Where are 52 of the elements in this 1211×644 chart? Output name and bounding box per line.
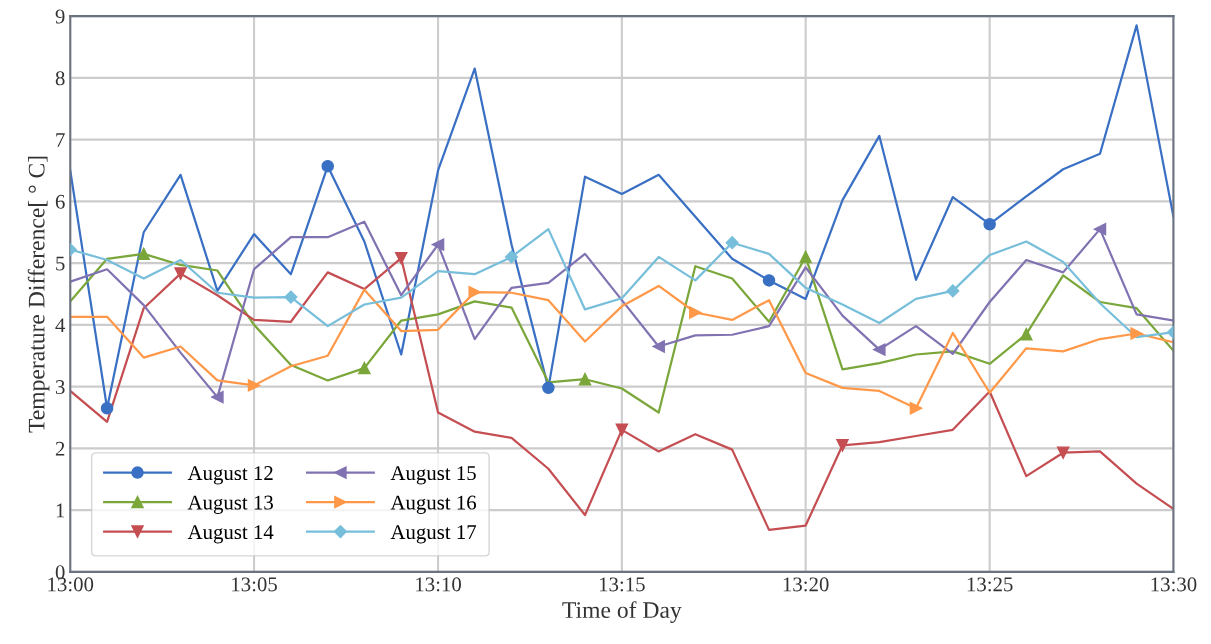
y-tick-label: 7: [56, 133, 65, 147]
point: [358, 361, 371, 375]
y-tick-label: 3: [55, 380, 65, 395]
point: [394, 251, 408, 265]
point: [725, 236, 739, 250]
y-tick-label: 2: [55, 441, 65, 456]
point: [137, 247, 150, 261]
point: [100, 401, 114, 415]
point: [836, 439, 849, 452]
x-tick-label: 13:10: [416, 577, 461, 592]
legend-label: August 12: [187, 466, 273, 485]
point: [211, 390, 224, 404]
point: [1093, 222, 1107, 236]
y-tick-label: 4: [55, 318, 66, 333]
point: [542, 381, 555, 395]
legend-label: August 16: [390, 495, 477, 514]
point: [247, 379, 261, 392]
point: [174, 267, 187, 280]
x-tick-label: 13:15: [599, 577, 645, 592]
y-axis-title: Temperature Difference[ ° C]: [27, 156, 50, 433]
y-tick-label: 5: [56, 256, 65, 271]
point: [1130, 327, 1143, 340]
point: [652, 340, 665, 353]
x-tick-label: 13:05: [232, 577, 277, 592]
point: [909, 401, 923, 415]
legend-label: August 13: [187, 495, 273, 514]
point: [689, 306, 702, 319]
point: [762, 274, 776, 287]
legend-label: August 15: [390, 466, 476, 485]
y-tick-label: 8: [55, 71, 65, 86]
point: [873, 343, 886, 356]
point: [468, 285, 481, 299]
legend-label: August 14: [187, 525, 274, 544]
point: [946, 284, 960, 298]
point: [504, 250, 519, 264]
point: [983, 217, 996, 231]
x-tick-label: 13:30: [1151, 577, 1197, 592]
point: [1020, 327, 1033, 341]
point: [321, 159, 334, 173]
x-tick-label: 13:25: [967, 577, 1013, 592]
legend-label: August 17: [390, 525, 477, 544]
point: [615, 423, 629, 437]
point: [431, 238, 445, 251]
point: [284, 290, 298, 304]
y-tick-label: 6: [55, 194, 65, 209]
point: [578, 372, 592, 386]
point: [1056, 446, 1070, 459]
x-tick-label: 13:20: [783, 577, 829, 592]
point: [799, 250, 812, 264]
y-tick-label: 1: [56, 503, 65, 518]
x-axis-title: Time of Day: [562, 601, 682, 623]
y-tick-label: 9: [55, 9, 65, 24]
